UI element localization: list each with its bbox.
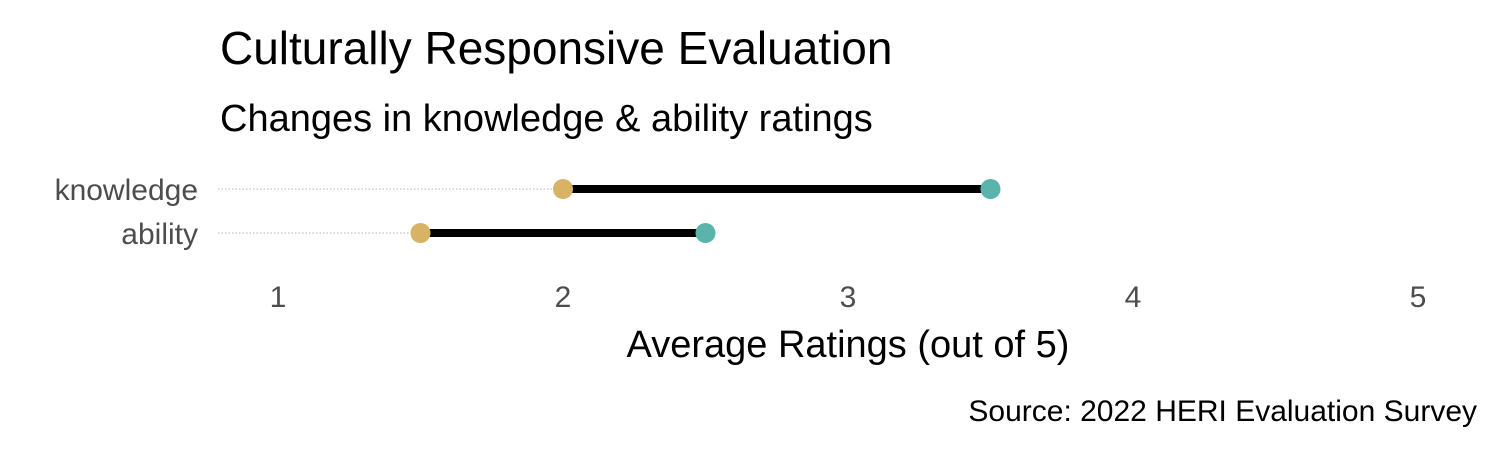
- x-tick-label: 1: [270, 281, 287, 314]
- end-point-knowledge: [980, 179, 1001, 199]
- x-axis-ticks: 1 2 3 4 5: [270, 281, 1427, 314]
- plot-area: knowledge ability: [55, 174, 1001, 251]
- chart-subtitle: Changes in knowledge & ability ratings: [220, 98, 873, 140]
- chart-title: Culturally Responsive Evaluation: [220, 22, 892, 74]
- x-tick-label: 2: [555, 281, 572, 314]
- x-tick-label: 3: [840, 281, 857, 314]
- y-tick-label-ability: ability: [121, 218, 198, 251]
- chart-caption: Source: 2022 HERI Evaluation Survey: [968, 395, 1477, 428]
- x-tick-label: 5: [1410, 281, 1427, 314]
- start-point-ability: [410, 223, 431, 243]
- x-tick-label: 4: [1125, 281, 1142, 314]
- y-tick-label-knowledge: knowledge: [55, 174, 198, 207]
- start-point-knowledge: [553, 179, 573, 199]
- end-point-ability: [695, 223, 716, 243]
- x-axis-label: Average Ratings (out of 5): [627, 324, 1070, 366]
